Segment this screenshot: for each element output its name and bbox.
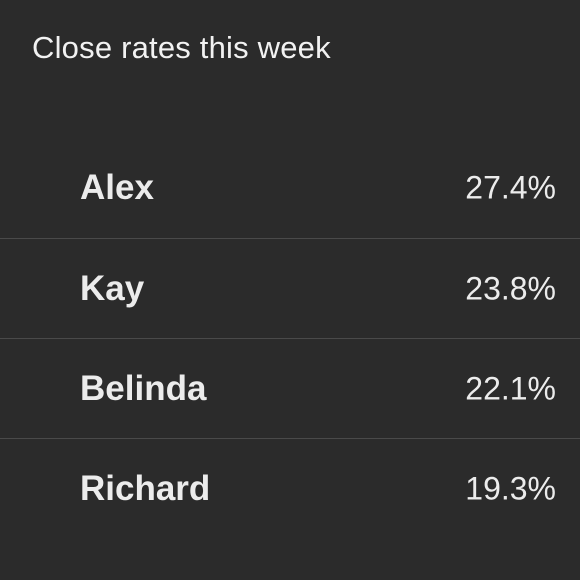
rep-name: Belinda (80, 368, 207, 408)
rep-name: Alex (80, 168, 154, 207)
rep-name: Richard (80, 468, 211, 508)
widget-title: Close rates this week (32, 30, 331, 65)
list-item: Alex 27.4% (0, 138, 580, 238)
close-rate-value: 19.3% (465, 470, 556, 506)
list-item: Kay 23.8% (0, 238, 580, 338)
close-rates-list: Alex 27.4% Kay 23.8% Belinda 22.1% Richa… (0, 138, 580, 538)
close-rate-value: 22.1% (465, 370, 556, 406)
rep-name: Kay (80, 268, 145, 308)
close-rate-value: 27.4% (465, 169, 556, 206)
close-rate-value: 23.8% (465, 270, 556, 306)
list-item: Richard 19.3% (0, 438, 580, 538)
list-item: Belinda 22.1% (0, 338, 580, 438)
